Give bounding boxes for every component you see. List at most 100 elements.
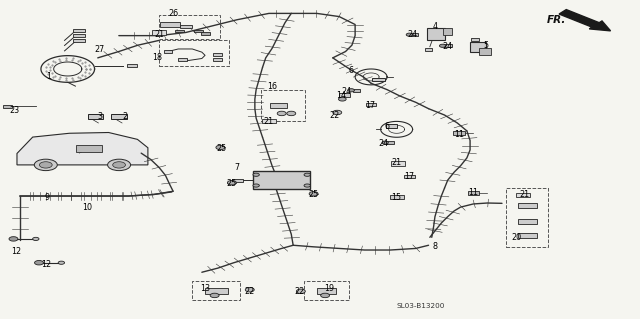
- Bar: [454, 131, 465, 135]
- Circle shape: [309, 192, 318, 196]
- Text: 12: 12: [42, 260, 52, 269]
- Text: 4: 4: [433, 22, 438, 31]
- Bar: [428, 28, 445, 40]
- Text: 9: 9: [44, 193, 49, 202]
- Text: 22: 22: [330, 111, 340, 120]
- Text: 24: 24: [342, 87, 352, 96]
- Bar: [261, 90, 305, 122]
- FancyArrow shape: [559, 10, 611, 31]
- Bar: [192, 281, 240, 300]
- Text: 11: 11: [454, 130, 464, 138]
- Circle shape: [333, 110, 342, 115]
- Text: 5: 5: [483, 41, 488, 50]
- Polygon shape: [111, 114, 127, 119]
- Text: 14: 14: [336, 92, 346, 100]
- Polygon shape: [17, 132, 148, 165]
- Circle shape: [108, 159, 131, 171]
- Bar: [366, 103, 376, 107]
- Bar: [74, 34, 85, 37]
- Bar: [372, 78, 385, 81]
- Bar: [213, 53, 222, 56]
- Bar: [444, 27, 452, 35]
- Text: 15: 15: [392, 193, 402, 202]
- Text: 10: 10: [82, 203, 92, 211]
- Bar: [387, 141, 394, 144]
- Circle shape: [321, 293, 330, 298]
- Bar: [159, 41, 229, 66]
- Text: 21: 21: [392, 158, 402, 167]
- Bar: [269, 103, 287, 108]
- Bar: [74, 29, 85, 32]
- Bar: [470, 42, 486, 52]
- Text: 24: 24: [379, 139, 389, 148]
- Bar: [444, 44, 452, 47]
- Bar: [518, 219, 537, 224]
- Circle shape: [277, 111, 286, 116]
- Circle shape: [440, 44, 446, 48]
- Circle shape: [382, 141, 388, 144]
- Bar: [205, 288, 228, 293]
- Bar: [471, 39, 479, 41]
- Text: 7: 7: [234, 163, 239, 172]
- Text: 6: 6: [385, 122, 390, 131]
- Text: 25: 25: [216, 144, 226, 153]
- Bar: [425, 48, 433, 50]
- Bar: [304, 281, 349, 300]
- Text: 21: 21: [264, 117, 274, 126]
- Text: 17: 17: [365, 101, 375, 110]
- Text: 24: 24: [443, 42, 452, 51]
- Text: 1: 1: [46, 72, 51, 81]
- Bar: [516, 193, 530, 197]
- Bar: [253, 171, 310, 189]
- Circle shape: [227, 181, 236, 185]
- Circle shape: [304, 173, 310, 176]
- Circle shape: [253, 173, 259, 176]
- Bar: [518, 233, 537, 238]
- Text: SL03-B13200: SL03-B13200: [397, 303, 445, 309]
- Circle shape: [35, 261, 44, 265]
- Circle shape: [40, 162, 52, 168]
- Text: 20: 20: [511, 233, 522, 242]
- Circle shape: [287, 111, 296, 116]
- Circle shape: [35, 159, 57, 171]
- Bar: [233, 179, 243, 182]
- Bar: [152, 30, 166, 35]
- Bar: [390, 195, 404, 199]
- Text: 12: 12: [12, 247, 22, 256]
- Text: 19: 19: [324, 284, 335, 293]
- Text: 23: 23: [10, 106, 20, 115]
- Circle shape: [348, 89, 355, 92]
- Text: 22: 22: [294, 287, 305, 296]
- Text: 8: 8: [433, 242, 438, 251]
- Text: 24: 24: [408, 30, 418, 39]
- Bar: [74, 39, 85, 42]
- Bar: [518, 203, 537, 208]
- Bar: [479, 48, 490, 55]
- Circle shape: [33, 237, 39, 241]
- Circle shape: [58, 261, 65, 264]
- Bar: [76, 145, 102, 152]
- Text: 26: 26: [168, 9, 178, 18]
- Text: 17: 17: [404, 173, 415, 182]
- Bar: [339, 93, 350, 97]
- Text: 2: 2: [123, 112, 128, 121]
- Text: 6: 6: [348, 66, 353, 75]
- Bar: [180, 25, 191, 28]
- Text: 25: 25: [227, 179, 237, 188]
- Circle shape: [339, 97, 346, 101]
- Circle shape: [216, 145, 225, 150]
- Circle shape: [296, 289, 305, 293]
- Bar: [178, 58, 187, 61]
- Text: 13: 13: [200, 284, 210, 293]
- Circle shape: [210, 293, 219, 298]
- Circle shape: [9, 237, 18, 241]
- Circle shape: [406, 33, 413, 36]
- Bar: [317, 288, 336, 293]
- Text: 11: 11: [468, 188, 478, 197]
- Text: 25: 25: [308, 190, 319, 199]
- Bar: [3, 105, 12, 108]
- Bar: [159, 15, 220, 39]
- Bar: [161, 22, 179, 27]
- Bar: [194, 30, 203, 32]
- Text: 21: 21: [519, 190, 529, 199]
